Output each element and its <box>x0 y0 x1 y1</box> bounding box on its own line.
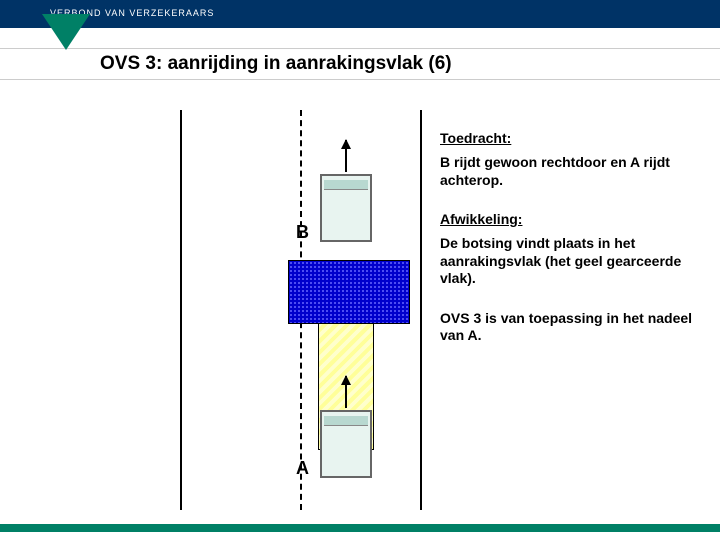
body-toedracht: B rijdt gewoon rechtdoor en A rijdt acht… <box>440 154 700 189</box>
body-afwikkeling-1: De botsing vindt plaats in het aanraking… <box>440 235 700 288</box>
logo-triangle-icon <box>42 14 90 50</box>
heading-afwikkeling: Afwikkeling: <box>440 211 700 227</box>
header-bar: VERBOND VAN VERZEKERAARS <box>0 0 720 28</box>
explanation-text: Toedracht: B rijdt gewoon rechtdoor en A… <box>440 130 700 367</box>
heading-toedracht: Toedracht: <box>440 130 700 146</box>
footer-bar <box>0 524 720 532</box>
diagram: B A <box>180 110 440 510</box>
arrow-vehicle-b <box>345 140 347 172</box>
windshield-icon <box>324 416 368 426</box>
road-edge-right <box>420 110 422 510</box>
windshield-icon <box>324 180 368 190</box>
title-bar: OVS 3: aanrijding in aanrakingsvlak (6) <box>0 48 720 80</box>
vehicle-b-label: B <box>296 222 309 243</box>
road-edge-left <box>180 110 182 510</box>
body-afwikkeling-2: OVS 3 is van toepassing in het nadeel va… <box>440 310 700 345</box>
arrow-vehicle-a <box>345 376 347 408</box>
vehicle-a-label: A <box>296 458 309 479</box>
collision-zone-blue <box>288 260 410 324</box>
vehicle-b <box>320 174 372 242</box>
vehicle-a <box>320 410 372 478</box>
page-title: OVS 3: aanrijding in aanrakingsvlak (6) <box>100 53 452 74</box>
